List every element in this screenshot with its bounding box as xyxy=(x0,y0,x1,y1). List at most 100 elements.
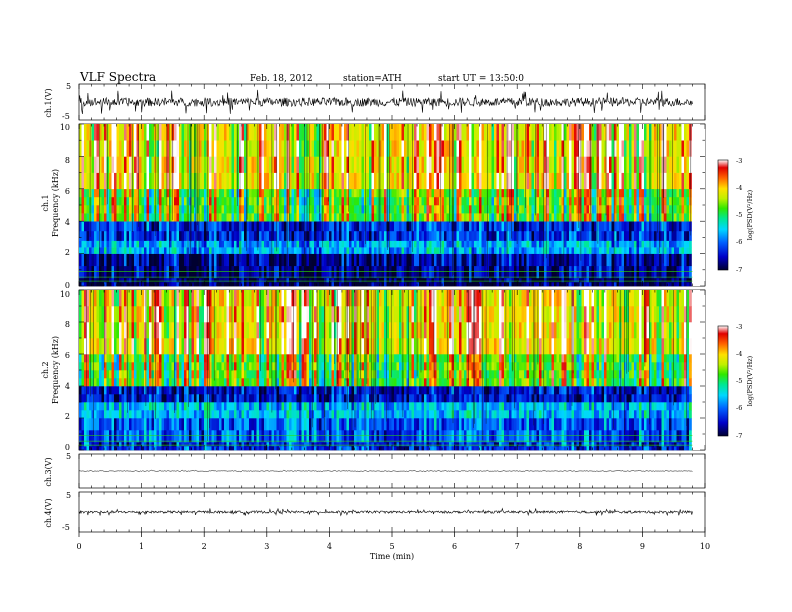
spectrogram-cell xyxy=(244,196,247,206)
spectrogram-cell xyxy=(339,230,342,241)
spectrogram-cell xyxy=(331,277,335,283)
spectrogram-cell xyxy=(166,418,170,431)
spectrogram-cell xyxy=(186,386,190,395)
spectrogram-cell xyxy=(124,394,127,403)
spectrogram-cell xyxy=(624,265,627,279)
spectrogram-cell xyxy=(516,196,520,206)
spectrogram-cell xyxy=(429,277,432,283)
spectrogram-cell xyxy=(164,322,167,339)
spectrogram-cell xyxy=(221,172,225,190)
spectrogram-cell xyxy=(184,205,187,214)
spectrogram-cell xyxy=(614,221,617,232)
spectrogram-cell xyxy=(221,188,225,198)
spectrogram-cell xyxy=(684,124,687,141)
spectrogram-cell xyxy=(331,172,335,190)
spectrogram-cell xyxy=(381,188,385,198)
spectrogram-cell xyxy=(134,386,137,395)
spectrogram-cell xyxy=(341,253,345,267)
spectrogram-cell xyxy=(616,265,620,279)
spectrogram-cell xyxy=(531,172,535,190)
spectrogram-cell xyxy=(431,124,435,141)
spectrogram-cell xyxy=(506,277,510,283)
spectrogram-cell xyxy=(159,124,162,141)
spectrogram-cell xyxy=(201,362,205,371)
spectrogram-cell xyxy=(101,338,105,355)
spectrogram-cell xyxy=(521,277,525,283)
spectrogram-cell xyxy=(119,213,122,222)
spectrogram-cell xyxy=(429,240,432,248)
spectrogram-cell xyxy=(121,265,125,279)
spectrogram-cell xyxy=(494,240,497,248)
spectrogram-cell xyxy=(481,230,485,241)
spectrogram-cell xyxy=(556,188,560,198)
spectrogram-cell xyxy=(184,306,187,323)
spectrogram-cell xyxy=(334,205,337,214)
spectrogram-cell xyxy=(429,265,432,279)
spectrogram-cell xyxy=(169,230,172,241)
spectrogram-cell xyxy=(214,247,217,254)
spectrogram-cell xyxy=(379,253,382,267)
spectrogram-cell xyxy=(84,124,87,141)
spectrogram-cell xyxy=(416,156,420,173)
spectrogram-cell xyxy=(196,140,200,157)
spectrogram-cell xyxy=(524,221,527,232)
spectrogram-cell xyxy=(86,124,90,141)
spectrogram-cell xyxy=(229,386,232,395)
spectrogram-cell xyxy=(104,221,107,232)
spectrogram-cell xyxy=(129,354,132,363)
spectrogram-cell xyxy=(454,205,457,214)
spectrogram-cell xyxy=(339,247,342,254)
spectrogram-cell xyxy=(526,124,530,141)
spectrogram-cell xyxy=(429,247,432,254)
spectrogram-cell xyxy=(159,172,162,190)
spectrogram-cell xyxy=(681,253,685,267)
spectrogram-cell xyxy=(626,277,630,283)
spectrogram-cell xyxy=(114,156,117,173)
spectrogram-cell xyxy=(329,196,332,206)
spectrogram-cell xyxy=(656,277,660,283)
spectrogram-cell xyxy=(666,156,670,173)
spectrogram-cell xyxy=(646,277,650,283)
spectrogram-cell xyxy=(164,172,167,190)
spectrogram-cell xyxy=(116,172,120,190)
spectrogram-cell xyxy=(571,140,575,157)
spectrogram-cell xyxy=(249,124,252,141)
spectrogram-cell xyxy=(466,281,470,287)
spectrogram-cell xyxy=(444,156,447,173)
spectrogram-cell xyxy=(686,196,690,206)
spectrogram-cell xyxy=(574,230,577,241)
spectrogram-cell xyxy=(396,140,400,157)
spectrogram-cell xyxy=(229,354,232,363)
spectrogram-cell xyxy=(541,253,545,267)
spectrogram-cell xyxy=(79,446,82,451)
spectrogram-cell xyxy=(226,442,230,447)
spectrogram-cell xyxy=(379,213,382,222)
spectrogram-cell xyxy=(136,221,140,232)
spectrogram-cell xyxy=(441,253,445,267)
spectrogram-cell xyxy=(581,140,585,157)
spectrogram-cell xyxy=(339,240,342,248)
spectrogram-cell xyxy=(336,156,340,173)
spectrogram-cell xyxy=(504,156,507,173)
spectrogram-cell xyxy=(224,281,227,287)
spectrogram-cell xyxy=(426,213,430,222)
spectrogram-cell xyxy=(189,253,192,267)
spectrogram-cell xyxy=(391,253,395,267)
spectrogram-cell xyxy=(201,322,205,339)
spectrogram-cell xyxy=(381,205,385,214)
spectrogram-cell xyxy=(434,230,437,241)
spectrogram-cell xyxy=(151,446,155,451)
spectrogram-cell xyxy=(159,430,162,443)
spectrogram-cell xyxy=(226,265,230,279)
spectrogram-cell xyxy=(279,240,282,248)
spectrogram-cell xyxy=(214,386,217,395)
spectrogram-cell xyxy=(106,418,110,431)
spectrogram-cell xyxy=(534,253,537,267)
spectrogram-cell xyxy=(191,354,195,363)
spectrogram-cell xyxy=(364,221,367,232)
spectrogram-cell xyxy=(96,221,100,232)
spectrogram-cell xyxy=(571,277,575,283)
spectrogram-cell xyxy=(116,265,120,279)
spectrogram-cell xyxy=(156,402,160,411)
spectrogram-cell xyxy=(149,124,152,141)
